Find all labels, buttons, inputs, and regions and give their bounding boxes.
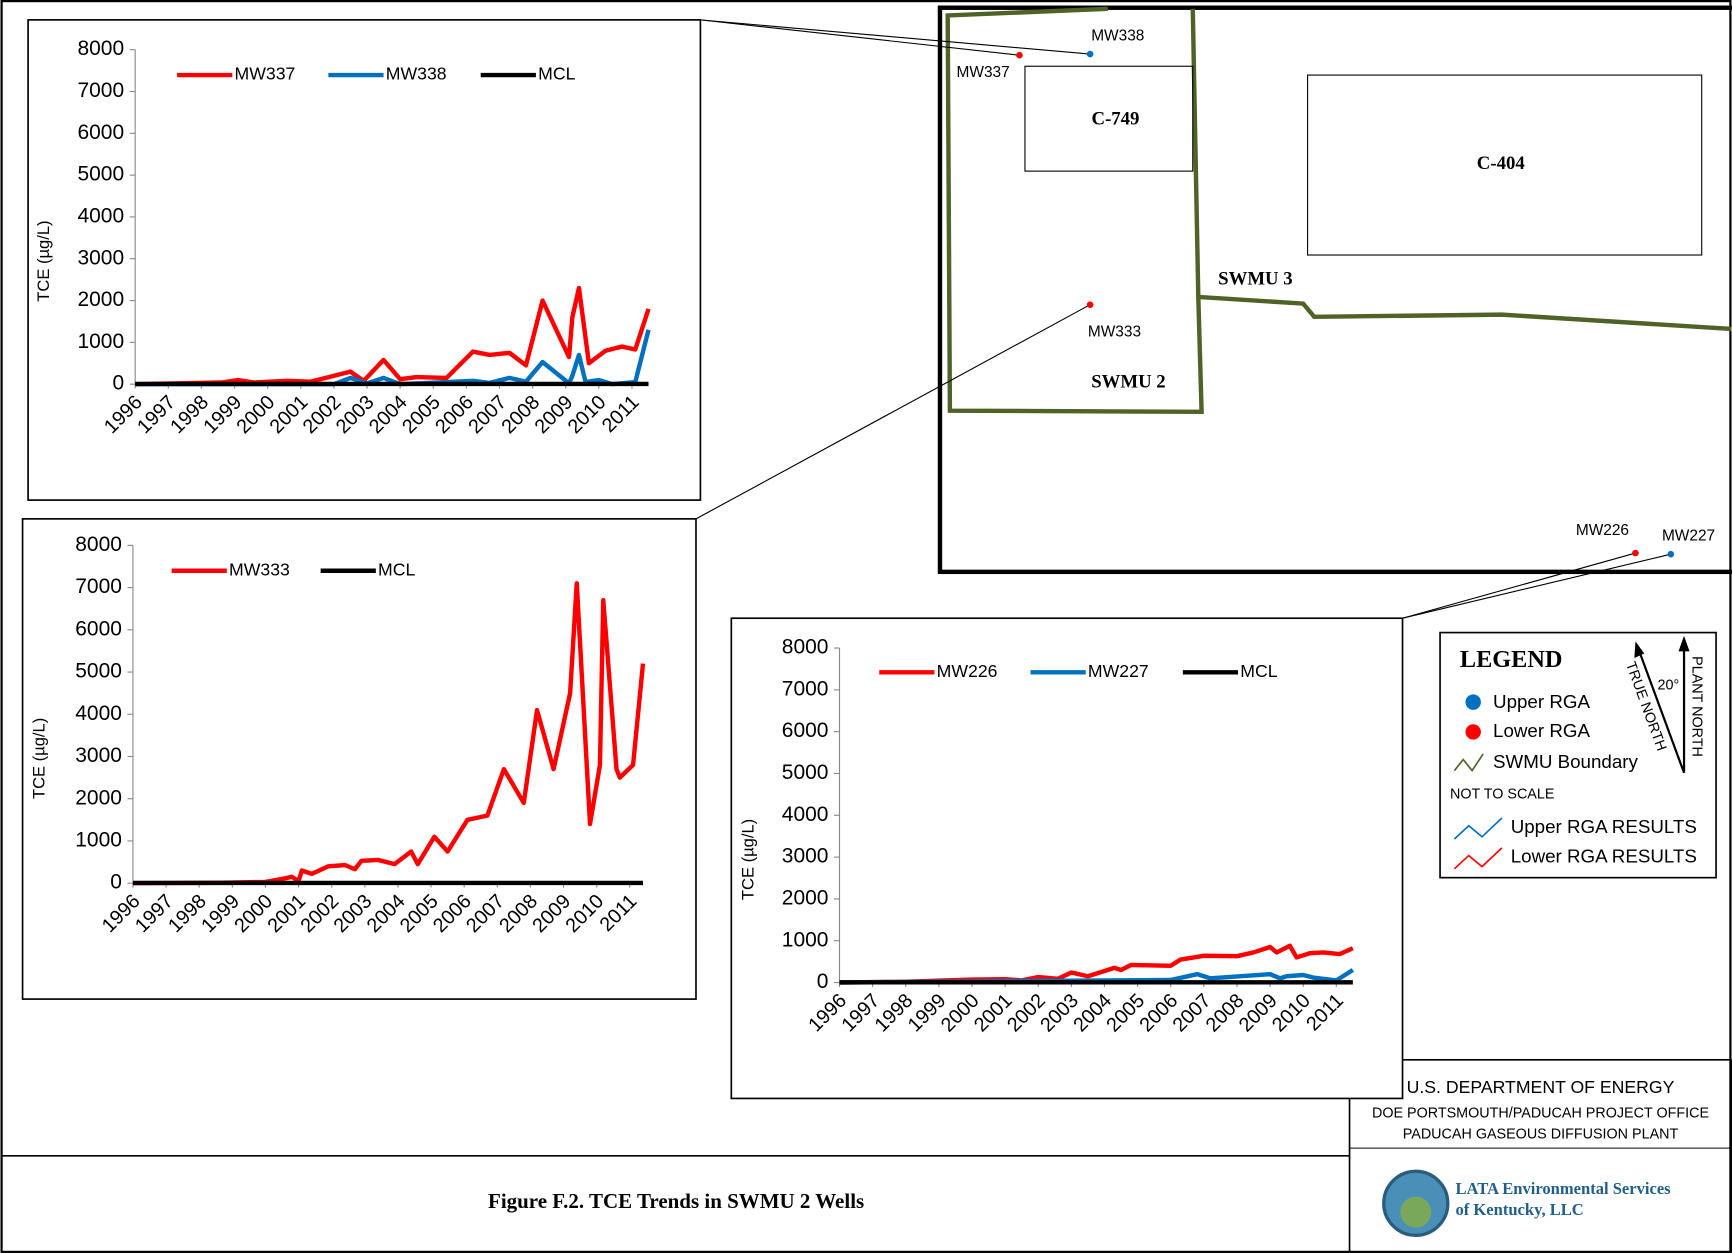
legend-label: MCL [538,64,575,84]
legend-title: LEGEND [1460,646,1562,673]
legend-item: Lower RGA [1493,720,1590,741]
leader-lines [695,19,1671,619]
y-axis-label: TCE (µg/L) [30,718,49,799]
series-line [839,968,1355,985]
y-tick-label: 5000 [782,761,829,784]
well [1632,549,1639,557]
legend-symbol [1465,724,1481,740]
y-tick-label: 6000 [77,121,124,144]
logo [1400,1196,1432,1228]
office: DOE PORTSMOUTH/PADUCAH PROJECT OFFICE [1372,1106,1709,1122]
y-tick-label: 4000 [75,702,122,725]
building [1307,74,1703,256]
company: LATA Environmental Services [1456,1179,1672,1198]
legend-label: MW333 [229,559,290,579]
y-tick-label: 0 [110,871,122,894]
north-arrow [1678,635,1690,652]
well [1086,50,1094,58]
swmu-boundary [945,6,1732,414]
plant: PADUCAH GASEOUS DIFFUSION PLANT [1403,1127,1679,1143]
building [1024,65,1194,172]
company: of Kentucky, LLC [1456,1200,1584,1219]
y-axis-label: TCE (µg/L) [34,220,53,301]
well [1086,301,1094,309]
legend-label: MCL [1240,661,1277,681]
y-tick-label: 5000 [77,163,124,186]
y-tick-label: 3000 [77,246,124,269]
angle-label: 20° [1658,677,1680,693]
y-tick-label: 7000 [782,677,829,700]
well-label: MW226 [1576,522,1629,539]
legend-label: MW337 [235,64,296,84]
well-label: MW333 [1088,323,1141,340]
chart-box [21,518,697,1000]
y-tick-label: 8000 [77,37,124,60]
y-tick-label: 2000 [77,288,124,311]
building-label: C-404 [1477,153,1526,174]
y-tick-label: 5000 [75,660,122,683]
legend-box [1439,631,1717,879]
building-label: C-749 [1092,109,1140,130]
well [1016,51,1023,59]
y-tick-label: 0 [112,372,124,395]
y-tick-label: 3000 [75,744,122,767]
y-tick-label: 7000 [75,575,122,598]
y-tick-label: 7000 [77,79,124,102]
legend-symbol [1453,847,1503,870]
y-tick-label: 4000 [782,803,829,826]
y-tick-label: 1000 [782,928,829,951]
legend-note: NOT TO SCALE [1450,787,1554,803]
legend-label: MW338 [386,64,447,84]
north-arrow [1634,641,1645,658]
series-line [132,581,646,886]
y-tick-label: 2000 [75,786,122,809]
area-label: SWMU 3 [1218,269,1292,290]
y-tick-label: 1000 [75,828,122,851]
y-tick-label: 8000 [75,533,122,556]
y-tick-label: 6000 [782,719,829,742]
well-label: MW337 [957,64,1010,81]
north-label: TRUE NORTH [1622,660,1669,754]
well [1667,550,1675,558]
north-label: PLANT NORTH [1688,656,1704,757]
y-tick-label: 1000 [77,330,124,353]
legend-item: Lower RGA RESULTS [1511,846,1697,867]
chart-box [730,617,1404,1100]
legend-label: MCL [378,559,415,579]
y-tick-label: 4000 [77,204,124,227]
caption: Figure F.2. TCE Trends in SWMU 2 Wells [488,1189,864,1213]
y-tick-label: 0 [817,970,829,993]
y-tick-label: 8000 [782,636,829,659]
legend-item: SWMU Boundary [1493,751,1638,772]
legend-symbol [1453,753,1484,772]
y-tick-label: 2000 [782,886,829,909]
y-tick-label: 3000 [782,845,829,868]
legend-symbol [1453,817,1503,840]
well-label: MW338 [1091,28,1144,45]
map-border [937,5,1732,575]
legend-label: MW227 [1088,661,1149,681]
legend-label: MW226 [937,661,998,681]
legend-item: Upper RGA [1493,691,1590,712]
y-tick-label: 6000 [75,617,122,640]
well-label: MW227 [1662,528,1715,545]
north-arrow [1636,646,1686,774]
y-axis-label: TCE (µg/L) [738,819,757,900]
chart-box [27,19,702,501]
swmu-boundary [1190,8,1201,298]
legend-item: Upper RGA RESULTS [1511,816,1697,837]
agency: U.S. DEPARTMENT OF ENERGY [1407,1077,1675,1097]
area-label: SWMU 2 [1091,371,1165,392]
legend-symbol [1465,694,1481,710]
